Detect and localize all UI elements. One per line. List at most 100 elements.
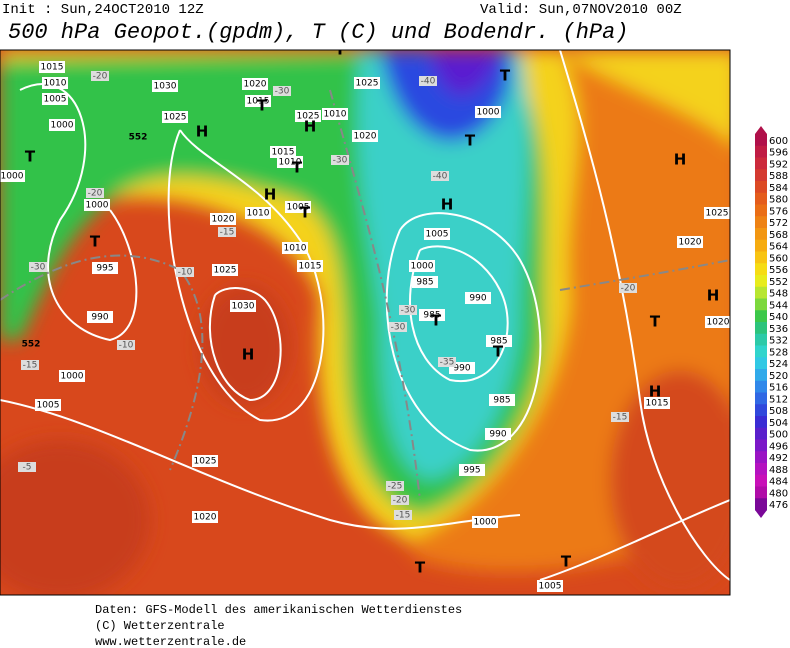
high-marker: H xyxy=(242,346,255,364)
label-box xyxy=(619,283,637,293)
colorbar-label: 544 xyxy=(769,300,788,311)
label-box xyxy=(192,511,218,523)
temperature-label: -10 xyxy=(119,341,134,351)
label-box xyxy=(704,207,730,219)
pressure-label: 1015 xyxy=(272,148,295,158)
temperature-label: -30 xyxy=(401,306,416,316)
pressure-label: 1020 xyxy=(354,132,377,142)
pressure-label: 1005 xyxy=(37,401,60,411)
colorbar-swatch xyxy=(755,380,767,393)
pressure-label: 995 xyxy=(96,264,113,274)
label-box xyxy=(282,242,308,254)
temperature-label: -30 xyxy=(275,87,290,97)
high-marker: H xyxy=(649,383,662,401)
label-box xyxy=(485,428,511,440)
pressure-label: 1010 xyxy=(247,209,270,219)
label-box xyxy=(297,260,323,272)
colorbar-label: 600 xyxy=(769,136,788,147)
colorbar-swatch xyxy=(755,134,767,147)
label-box xyxy=(29,262,47,272)
label-box xyxy=(86,188,104,198)
temperature-label: -15 xyxy=(613,413,628,423)
label-box xyxy=(59,370,85,382)
colorbar-swatch xyxy=(755,345,767,358)
pressure-label: 1005 xyxy=(287,203,310,213)
pressure-label: 1005 xyxy=(44,95,67,105)
pressure-label: 1000 xyxy=(1,172,24,182)
temperature-label: -5 xyxy=(23,463,32,473)
low-marker: T xyxy=(335,41,346,59)
pressure-label: 1020 xyxy=(212,215,235,225)
label-box xyxy=(438,357,456,367)
label-box xyxy=(295,110,321,122)
colorbar-label: 484 xyxy=(769,477,788,488)
colorbar-swatch xyxy=(755,298,767,311)
map-title: 500 hPa Geopot.(gpdm), T (C) und Bodendr… xyxy=(8,20,629,45)
colorbar-label: 492 xyxy=(769,453,788,464)
colorbar-label: 504 xyxy=(769,418,788,429)
pressure-label: 985 xyxy=(490,337,507,347)
label-box xyxy=(459,464,485,476)
label-box xyxy=(18,462,36,472)
colorbar-swatch xyxy=(755,498,767,511)
colorbar-swatch xyxy=(755,157,767,170)
label-box xyxy=(386,481,404,491)
colorbar-tip xyxy=(755,126,767,134)
label-box xyxy=(91,71,109,81)
colorbar-swatch xyxy=(755,263,767,276)
label-box xyxy=(354,77,380,89)
colorbar-swatch xyxy=(755,416,767,429)
label-box xyxy=(419,76,437,86)
pressure-label: 1025 xyxy=(356,79,379,89)
label-box xyxy=(270,146,296,158)
label-box xyxy=(210,213,236,225)
low-marker: T xyxy=(493,343,504,361)
label-box xyxy=(49,119,75,131)
colorbar-swatch xyxy=(755,392,767,405)
colorbar-label: 496 xyxy=(769,441,788,452)
colorbar-label: 524 xyxy=(769,359,788,370)
colorbar-swatch xyxy=(755,251,767,264)
colorbar-swatch xyxy=(755,357,767,370)
pressure-label: 985 xyxy=(423,311,440,321)
pressure-label: 985 xyxy=(493,396,510,406)
pressure-label: 995 xyxy=(463,466,480,476)
label-box xyxy=(273,86,291,96)
label-box xyxy=(486,335,512,347)
colorbar-swatch xyxy=(755,322,767,335)
label-box xyxy=(0,170,25,182)
colorbar-swatch xyxy=(755,427,767,440)
isotherms xyxy=(0,89,730,501)
pressure-label: 1005 xyxy=(539,582,562,592)
pressure-label: 985 xyxy=(416,278,433,288)
label-box xyxy=(285,201,311,213)
colorbar-label: 512 xyxy=(769,394,788,405)
temperature-label: -40 xyxy=(433,172,448,182)
pressure-label: 1025 xyxy=(706,209,729,219)
low-marker: T xyxy=(500,67,511,85)
colorbar-swatch xyxy=(755,286,767,299)
footer-line: Daten: GFS-Modell des amerikanischen Wet… xyxy=(95,603,462,617)
colorbar-swatch xyxy=(755,310,767,323)
temperature-label: -15 xyxy=(220,228,235,238)
temperature-label: -20 xyxy=(621,284,636,294)
colorbar-label: 584 xyxy=(769,183,788,194)
label-box xyxy=(391,495,409,505)
pressure-label: 990 xyxy=(453,364,470,374)
colorbar-swatch xyxy=(755,181,767,194)
label-box xyxy=(42,93,68,105)
colorbar-swatch xyxy=(755,333,767,346)
high-marker: H xyxy=(674,151,687,169)
label-box xyxy=(162,111,188,123)
temperature-label: -15 xyxy=(396,511,411,521)
pressure-label: 1025 xyxy=(194,457,217,467)
label-box xyxy=(705,316,730,328)
pressure-label: 1015 xyxy=(299,262,322,272)
label-box xyxy=(176,267,194,277)
colorbar-swatch xyxy=(755,439,767,452)
label-box xyxy=(424,228,450,240)
colorbar-label: 536 xyxy=(769,324,788,335)
low-marker: T xyxy=(257,97,268,115)
